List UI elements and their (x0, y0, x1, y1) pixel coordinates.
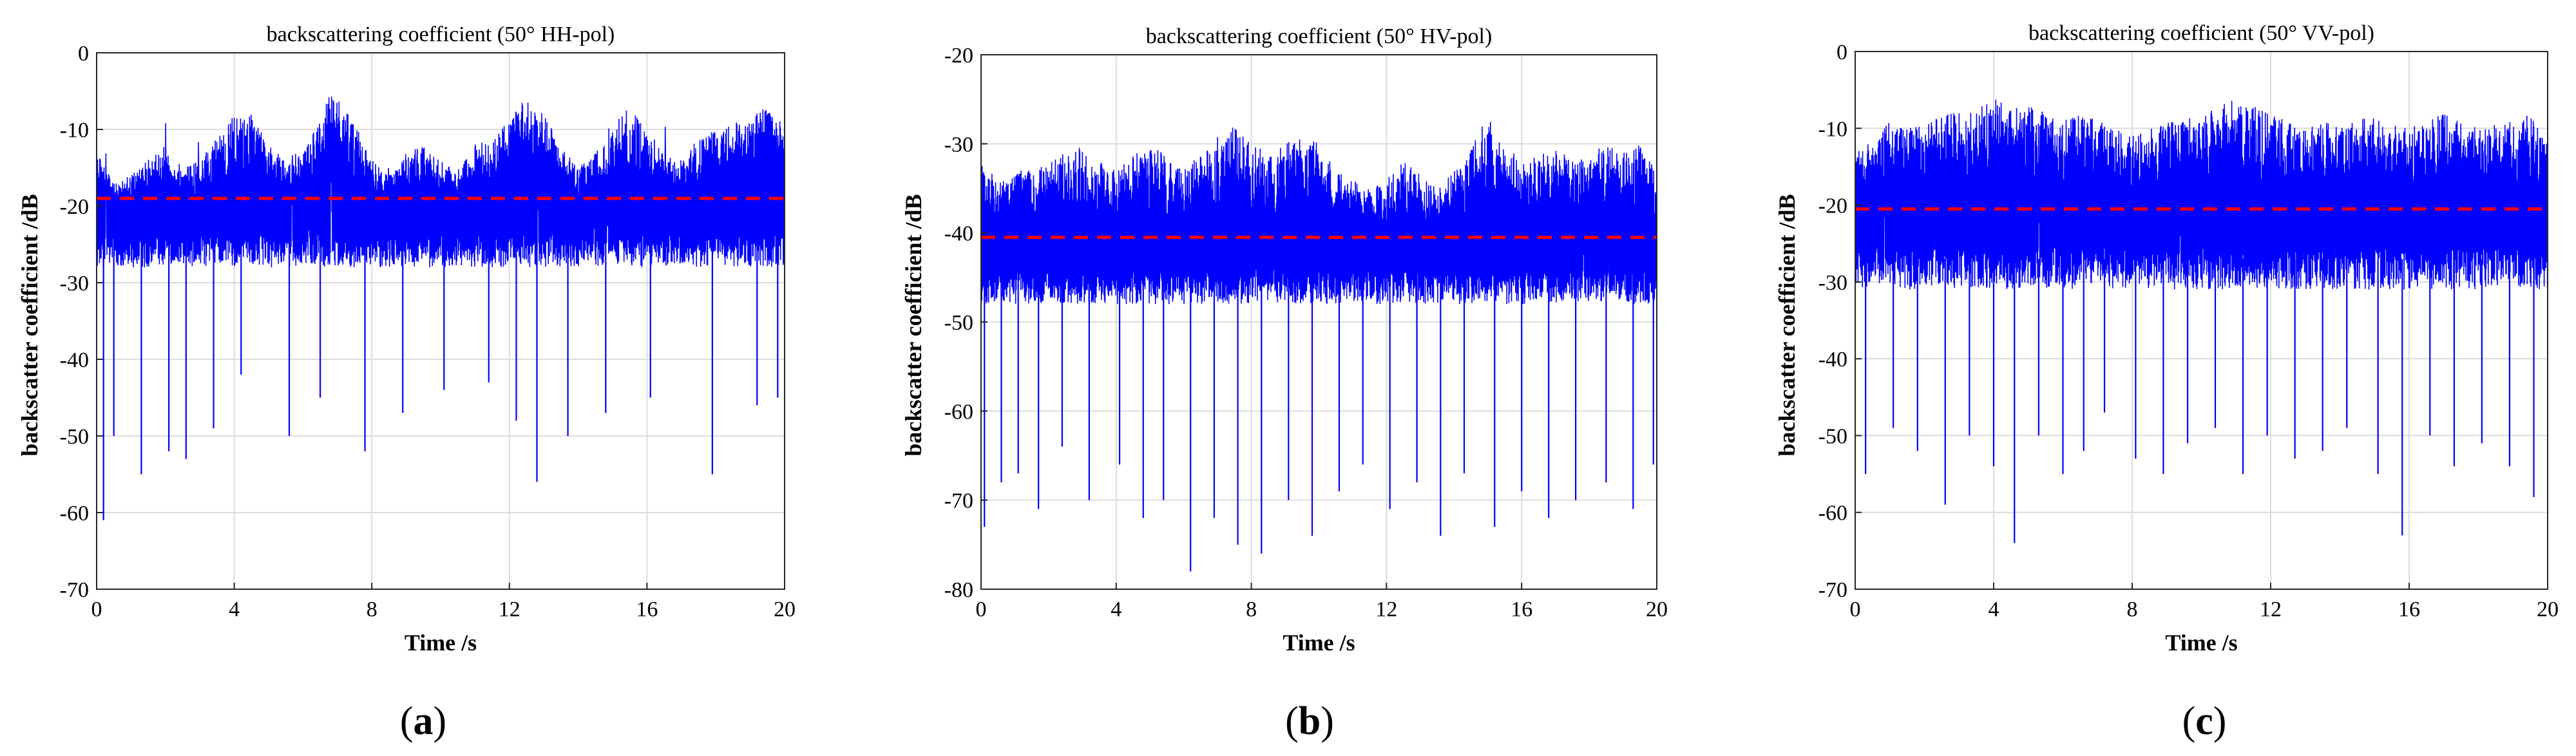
y-axis-label: backscatter coefficient /dB (17, 194, 43, 456)
x-tick-label: 4 (1989, 598, 1999, 621)
x-tick-label: 12 (1375, 598, 1397, 621)
y-tick-label: -50 (1818, 424, 1847, 448)
x-axis-label: Time /s (405, 630, 477, 656)
panel-label: (a) (400, 699, 446, 743)
y-axis-label: backscatter coefficient /dB (901, 194, 926, 456)
y-tick-label: -30 (944, 133, 973, 156)
axes-frame (1855, 51, 2548, 590)
panel-label-close: ) (434, 699, 447, 743)
panel-label-letter: b (1299, 699, 1321, 743)
panel-label: (c) (2182, 699, 2227, 743)
panel-label-letter: a (414, 699, 434, 743)
x-tick-label: 0 (1850, 598, 1861, 621)
y-tick-label: -70 (60, 578, 89, 602)
y-tick-label: 0 (78, 42, 89, 66)
chart-panel-a: 0 4 8 12 16 20 0 -10 -20 -30 -40 -50 -60 -70 backscatt… (17, 23, 796, 743)
y-tick-label: -10 (1818, 117, 1847, 141)
y-tick-label: -40 (60, 348, 89, 372)
y-tick-label: -60 (60, 502, 89, 525)
panel-label-close: ) (2213, 699, 2227, 743)
x-tick-label: 12 (499, 598, 520, 621)
x-tick-label: 20 (1646, 598, 1668, 621)
x-tick-label: 20 (2537, 598, 2559, 621)
y-tick-label: -70 (944, 489, 973, 513)
x-tick-label: 4 (1111, 598, 1121, 621)
y-tick-label: -50 (60, 425, 89, 449)
panel-label-open: ( (400, 699, 414, 743)
panel-label-open: ( (2182, 699, 2196, 743)
panel-label-letter: c (2195, 699, 2213, 743)
y-tick-label: -60 (944, 400, 973, 424)
x-axis-label: Time /s (1283, 630, 1355, 656)
plot-area (96, 52, 785, 590)
y-tick-label: -10 (60, 118, 89, 142)
y-tick-label: -60 (1818, 502, 1847, 525)
axes-frame (96, 52, 785, 590)
x-tick-label: 4 (229, 598, 240, 621)
x-tick-label: 20 (774, 598, 796, 621)
signal-trace (1855, 99, 2548, 290)
x-tick-label: 8 (1246, 598, 1257, 621)
y-tick-label: -40 (944, 222, 973, 246)
x-tick-label: 0 (91, 598, 102, 621)
y-tick-label: -30 (60, 272, 89, 296)
y-tick-label: -40 (1818, 348, 1847, 372)
chart-title: backscattering coefficient (50° HV-pol) (1146, 24, 1493, 48)
y-tick-label: -70 (1818, 578, 1847, 602)
chart-panel-b: 0 4 8 12 16 20 -20 -30 -40 -50 -60 -70 -80 backscatte… (901, 24, 1668, 743)
x-axis-label: Time /s (2165, 630, 2237, 656)
chart-title: backscattering coefficient (50° VV-pol) (2028, 21, 2374, 45)
y-tick-label: -20 (944, 44, 973, 68)
chart-panel-c: 0 4 8 12 16 20 0 -10 -20 -30 -40 -50 -60 -70 backscatt… (1774, 21, 2559, 743)
x-tick-label: 8 (367, 598, 377, 621)
y-axis-label: backscatter coefficient /dB (1774, 194, 1800, 456)
signal-trace (981, 122, 1657, 305)
panel-label-open: ( (1285, 699, 1299, 743)
x-tick-label: 8 (2127, 598, 2138, 621)
y-tick-label: -20 (60, 195, 89, 219)
panel-label: (b) (1285, 699, 1334, 743)
panel-label-close: ) (1321, 699, 1334, 743)
chart-title: backscattering coefficient (50° HH-pol) (267, 23, 615, 46)
y-tick-label: -20 (1818, 194, 1847, 218)
x-tick-label: 16 (2398, 598, 2420, 621)
x-tick-label: 16 (636, 598, 658, 621)
y-tick-label: -50 (944, 311, 973, 335)
x-tick-label: 0 (976, 598, 987, 621)
y-tick-label: -80 (944, 578, 973, 602)
x-tick-label: 16 (1511, 598, 1532, 621)
x-tick-label: 12 (2260, 598, 2282, 621)
y-tick-label: 0 (1837, 41, 1847, 64)
y-tick-label: -30 (1818, 271, 1847, 295)
signal-trace (97, 97, 785, 268)
